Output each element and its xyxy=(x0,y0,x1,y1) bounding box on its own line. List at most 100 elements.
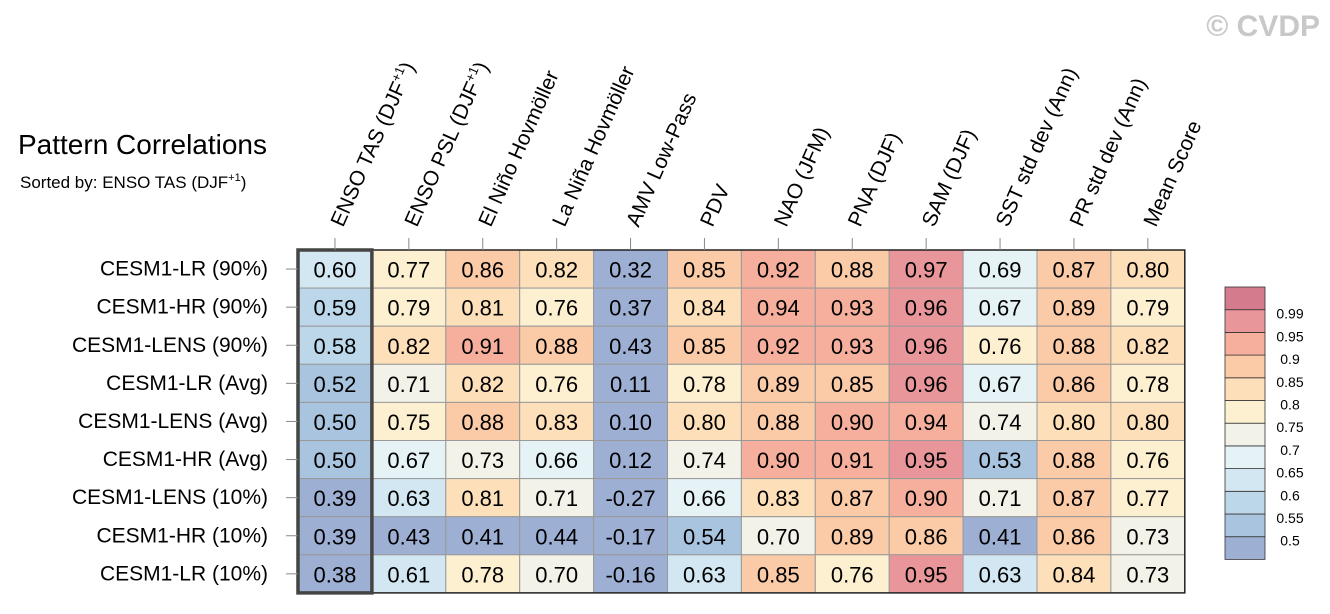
cell-value: 0.78 xyxy=(1126,372,1169,397)
cell-value: 0.44 xyxy=(535,524,578,549)
heatmap-cell xyxy=(445,516,521,556)
colorbar-label: 0.75 xyxy=(1276,419,1303,435)
cell-value: 0.63 xyxy=(387,486,430,511)
cell-value: 0.69 xyxy=(979,258,1022,283)
heatmap-cell xyxy=(962,363,1038,403)
cell-value: 0.59 xyxy=(314,296,357,321)
cell-value: 0.80 xyxy=(683,410,726,435)
cell-value: 0.77 xyxy=(387,258,430,283)
heatmap-cell xyxy=(888,287,964,327)
cell-value: 0.73 xyxy=(1126,524,1169,549)
heatmap-cell xyxy=(519,363,595,403)
heatmap-cell xyxy=(445,554,521,594)
heatmap-cell xyxy=(1036,363,1112,403)
cell-value: 0.60 xyxy=(314,258,357,283)
cell-value: 0.95 xyxy=(905,448,948,473)
row-label: CESM1-LENS (90%) xyxy=(72,334,268,357)
cell-value: 0.11 xyxy=(610,372,651,397)
cell-value: 0.86 xyxy=(461,258,504,283)
cell-value: 0.89 xyxy=(831,524,874,549)
cell-value: 0.87 xyxy=(1053,258,1096,283)
cell-value: 0.81 xyxy=(461,486,504,511)
colorbar-bin xyxy=(1224,422,1266,447)
cell-value: 0.86 xyxy=(1053,372,1096,397)
cell-value: 0.38 xyxy=(314,562,357,587)
heatmap-cell xyxy=(593,516,668,556)
cell-value: 0.74 xyxy=(683,448,726,473)
heatmap-cell xyxy=(371,249,447,289)
heatmap-cell xyxy=(1110,249,1186,289)
heatmap-cell xyxy=(1110,363,1186,403)
heatmap-cell xyxy=(1110,516,1186,556)
heatmap-cell xyxy=(962,287,1038,327)
cell-value: -0.27 xyxy=(605,486,655,511)
heatmap-cell xyxy=(1036,554,1112,594)
cell-value: 0.71 xyxy=(979,486,1022,511)
colorbar-bin xyxy=(1224,331,1266,356)
cell-value: 0.71 xyxy=(387,372,430,397)
heatmap-cell xyxy=(814,554,890,594)
cell-value: 0.88 xyxy=(831,258,874,283)
heatmap-cell xyxy=(814,440,890,480)
column-label: SST std dev (Ann) xyxy=(992,64,1083,230)
column-label: AMV Low-Pass xyxy=(622,90,701,230)
cell-value: 0.73 xyxy=(461,448,504,473)
heatmap-cell xyxy=(297,401,373,441)
heatmap-cell xyxy=(519,554,595,594)
cell-value: 0.76 xyxy=(1126,448,1169,473)
heatmap-cell xyxy=(1036,287,1112,327)
cell-value: 0.76 xyxy=(535,296,578,321)
heatmap-cell xyxy=(740,401,816,441)
colorbar-label: 0.55 xyxy=(1276,510,1303,526)
column-label: ENSO PSL (DJF+1) xyxy=(399,58,494,230)
colorbar-bin xyxy=(1224,286,1266,311)
heatmap-cell xyxy=(740,325,816,365)
colorbar-bin xyxy=(1224,445,1266,469)
cell-value: 0.43 xyxy=(387,524,430,549)
cell-value: 0.85 xyxy=(831,372,874,397)
heatmap-cell xyxy=(593,287,668,327)
cell-value: 0.39 xyxy=(314,524,357,549)
column-label: PR std dev (Ann) xyxy=(1066,75,1152,230)
column-label: Mean Score xyxy=(1139,117,1206,230)
heatmap-cell xyxy=(371,401,447,441)
row-label: CESM1-HR (10%) xyxy=(96,524,268,547)
cell-value: 0.41 xyxy=(979,524,1022,549)
heatmap-cell xyxy=(593,401,668,441)
heatmap-cell xyxy=(814,249,890,289)
cell-value: 0.82 xyxy=(387,334,430,359)
colorbar-label: 0.95 xyxy=(1276,328,1303,344)
colorbar-bin xyxy=(1224,536,1266,560)
heatmap-cell xyxy=(667,401,742,441)
cell-value: 0.90 xyxy=(831,410,874,435)
cell-value: 0.88 xyxy=(1053,448,1096,473)
cell-value: 0.58 xyxy=(314,334,357,359)
row-label: CESM1-LENS (10%) xyxy=(72,486,268,509)
cell-value: 0.37 xyxy=(609,296,652,321)
column-label: ENSO TAS (DJF+1) xyxy=(325,58,420,230)
heatmap-cell xyxy=(1110,554,1186,594)
cell-value: 0.92 xyxy=(757,334,800,359)
cell-value: 0.84 xyxy=(1053,562,1096,587)
cell-value: 0.67 xyxy=(979,296,1022,321)
cell-value: 0.87 xyxy=(831,486,874,511)
cell-value: 0.80 xyxy=(1126,410,1169,435)
heatmap-cell xyxy=(519,516,595,556)
colorbar-bin xyxy=(1224,309,1266,333)
cell-value: 0.82 xyxy=(461,372,504,397)
cell-value: 0.54 xyxy=(683,524,726,549)
heatmap-cell xyxy=(1036,478,1112,518)
cell-value: 0.61 xyxy=(387,562,430,587)
heatmap-cell xyxy=(888,478,964,518)
cell-value: 0.80 xyxy=(1053,410,1096,435)
cell-value: 0.79 xyxy=(1126,296,1169,321)
cell-value: 0.63 xyxy=(979,562,1022,587)
heatmap-cell xyxy=(667,363,742,403)
cell-value: 0.89 xyxy=(757,372,800,397)
heatmap-cell xyxy=(519,287,595,327)
row-label: CESM1-HR (Avg) xyxy=(103,448,268,471)
heatmap-cell xyxy=(1110,478,1186,518)
cell-value: 0.88 xyxy=(757,410,800,435)
cell-value: 0.97 xyxy=(905,258,948,283)
cell-value: 0.88 xyxy=(535,334,578,359)
